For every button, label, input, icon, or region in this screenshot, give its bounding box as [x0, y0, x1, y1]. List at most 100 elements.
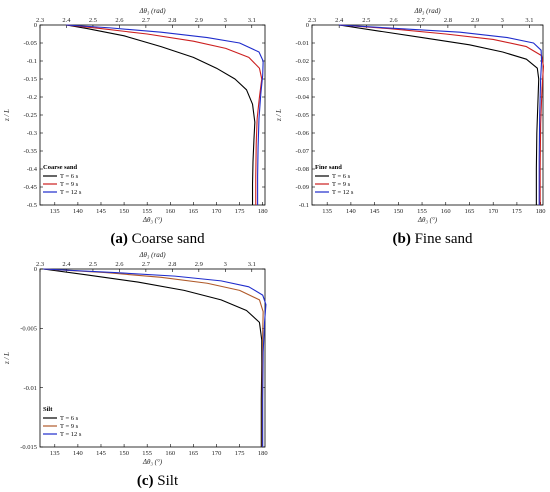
caption-letter: (b) [392, 231, 414, 247]
legend-entry: T = 6 s [332, 173, 351, 180]
bottom-tick-label: 175 [235, 208, 245, 215]
top-tick-label: 3.1 [248, 17, 256, 24]
top-tick-label: 2.8 [168, 261, 176, 268]
chart-panel-3: 135 140 145 150 155 160 165 170 175 180 2.3 2.4 2.5 2… [3, 251, 268, 489]
bottom-tick-label: 145 [96, 450, 106, 457]
bottom-tick-label: 170 [488, 208, 498, 215]
y-tick-label: -0.2 [27, 94, 37, 101]
top-axis-label: Δθ₃ (rad) [138, 7, 166, 15]
top-tick-label: 2.4 [62, 261, 71, 268]
series-line-1 [338, 24, 540, 205]
bottom-axis-label: Δθ₃ (°) [142, 216, 163, 224]
y-tick-label: -0.5 [27, 202, 37, 209]
y-tick-label: -0.01 [295, 40, 309, 47]
legend-entry: T = 12 s [332, 189, 354, 196]
legend-entry: T = 9 s [60, 181, 79, 188]
bottom-tick-label: 135 [50, 208, 60, 215]
top-tick-label: 2.9 [195, 261, 203, 268]
top-tick-label: 3 [224, 261, 227, 268]
caption-letter: (a) [110, 231, 131, 247]
legend-entry: T = 9 s [332, 181, 351, 188]
y-tick-label: -0.25 [23, 112, 37, 119]
bottom-tick-label: 155 [142, 450, 152, 457]
y-tick-label: -0.1 [299, 202, 309, 209]
legend-title: Fine sand [315, 164, 342, 171]
top-axis-label: Δθ₃ (rad) [138, 251, 166, 259]
top-tick-label: 3.1 [248, 261, 256, 268]
y-tick-label: -0.05 [23, 40, 37, 47]
panel-caption: (a) Coarse sand [110, 231, 205, 247]
panel-caption: (c) Silt [137, 473, 179, 489]
y-tick-label: -0.07 [295, 148, 309, 155]
y-tick-label: -0.06 [295, 130, 309, 137]
top-tick-label: 2.3 [36, 261, 44, 268]
bottom-tick-label: 170 [212, 208, 222, 215]
y-tick-label: -0.02 [295, 58, 309, 65]
bottom-tick-label: 160 [165, 450, 175, 457]
chart-panel-1: 135 140 145 150 155 160 165 170 175 180 2.3 2.4 2.5 2… [3, 7, 268, 247]
bottom-tick-label: 160 [441, 208, 451, 215]
bottom-tick-label: 140 [73, 450, 83, 457]
series-line-3 [66, 24, 264, 205]
top-tick-label: 2.6 [115, 17, 124, 24]
y-tick-label: -0.005 [20, 326, 37, 333]
y-tick-label: -0.09 [295, 184, 309, 191]
top-tick-label: 2.5 [89, 17, 97, 24]
legend-title: Silt [43, 406, 53, 413]
y-tick-label: 0 [306, 22, 309, 29]
top-axis-label: Δθ₃ (rad) [413, 7, 441, 15]
top-tick-label: 3 [224, 17, 227, 24]
bottom-tick-label: 165 [189, 208, 199, 215]
y-axis-label: z / L [3, 109, 11, 122]
top-tick-label: 3 [501, 17, 504, 24]
bottom-tick-label: 140 [73, 208, 83, 215]
y-tick-label: -0.05 [295, 112, 309, 119]
caption-text: Silt [157, 473, 179, 489]
top-tick-label: 2.8 [168, 17, 176, 24]
y-tick-label: -0.08 [295, 166, 309, 173]
panel-caption: (b) Fine sand [392, 231, 473, 247]
y-axis-label: z / L [3, 352, 11, 365]
series-line-1 [66, 24, 256, 205]
bottom-tick-label: 155 [142, 208, 152, 215]
bottom-axis-label: Δθ₃ (°) [142, 458, 163, 466]
bottom-tick-label: 165 [465, 208, 475, 215]
y-tick-label: -0.45 [23, 184, 37, 191]
top-tick-label: 3.1 [525, 17, 533, 24]
legend-entry: T = 12 s [60, 189, 82, 196]
bottom-tick-label: 135 [322, 208, 332, 215]
legend-entry: T = 6 s [60, 173, 79, 180]
top-tick-label: 2.7 [142, 261, 151, 268]
top-tick-label: 2.5 [362, 17, 370, 24]
bottom-tick-label: 165 [189, 450, 199, 457]
top-tick-label: 2.9 [471, 17, 479, 24]
bottom-tick-label: 140 [346, 208, 356, 215]
bottom-tick-label: 150 [119, 208, 129, 215]
bottom-tick-label: 155 [417, 208, 427, 215]
bottom-tick-label: 175 [235, 450, 245, 457]
top-tick-label: 2.8 [444, 17, 452, 24]
y-axis-label: z / L [275, 109, 283, 122]
series-line-3 [339, 24, 543, 205]
bottom-tick-label: 175 [512, 208, 522, 215]
bottom-tick-label: 150 [393, 208, 403, 215]
series-line-2 [66, 24, 263, 205]
bottom-tick-label: 180 [536, 208, 546, 215]
top-tick-label: 2.9 [195, 17, 203, 24]
bottom-tick-label: 135 [50, 450, 60, 457]
plot-frame [39, 268, 266, 448]
legend-title: Coarse sand [43, 164, 78, 171]
top-tick-label: 2.7 [417, 17, 426, 24]
top-tick-label: 2.3 [308, 17, 316, 24]
y-tick-label: -0.03 [295, 76, 309, 83]
y-tick-label: -0.1 [27, 58, 37, 65]
top-tick-label: 2.4 [335, 17, 344, 24]
top-tick-label: 2.3 [36, 17, 44, 24]
y-tick-label: -0.015 [20, 444, 37, 451]
bottom-tick-label: 180 [258, 208, 268, 215]
series-line-2 [43, 268, 264, 447]
bottom-tick-label: 150 [119, 450, 129, 457]
y-tick-label: -0.04 [295, 94, 309, 101]
bottom-tick-label: 180 [258, 450, 268, 457]
legend-entry: T = 12 s [60, 431, 82, 438]
